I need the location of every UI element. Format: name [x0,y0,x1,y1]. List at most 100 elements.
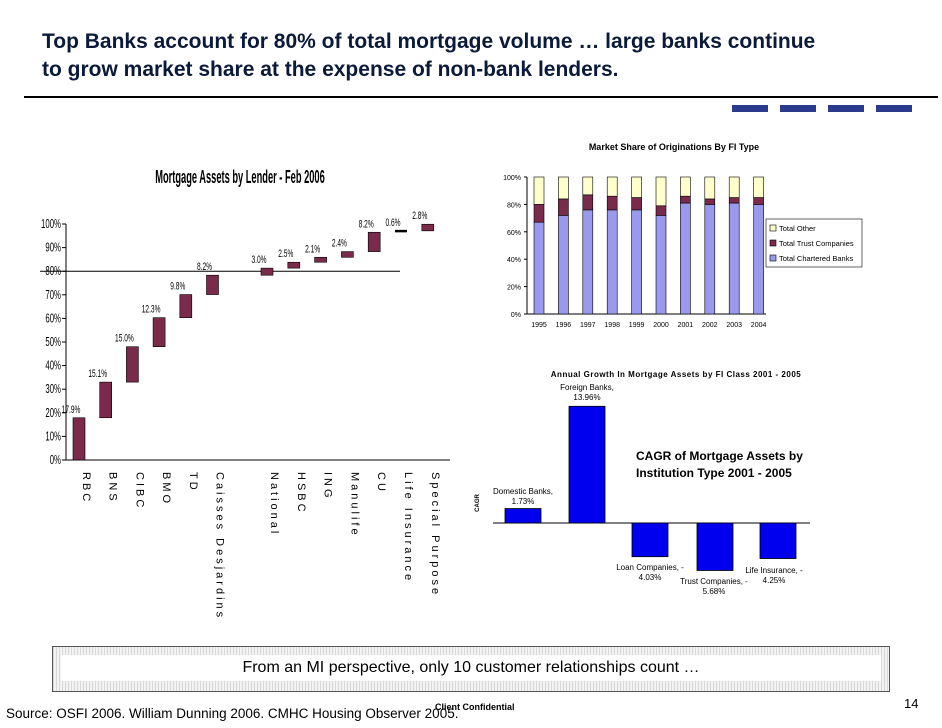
waterfall-value-label: 8.2% [359,218,374,230]
waterfall-value-label: 17.9% [62,403,81,415]
stacked-bar-segment [680,176,691,197]
stacked-bar-segment [704,204,716,315]
stacked-title: Market Share of Originations By FI Type [589,142,759,152]
waterfall-bar [314,256,327,263]
cagr-value-label: 13.96% [573,393,600,402]
waterfall-value-label: 2.1% [305,243,320,255]
waterfall-category-label: BMO [160,472,172,506]
waterfall-bar [99,381,112,419]
stacked-legend-label: Total Other [779,224,816,233]
waterfall-category-label: Manulife [348,472,360,538]
stacked-bar-segment [582,209,594,315]
waterfall-bar [126,346,139,383]
waterfall-y-tick-label: 60% [45,311,61,326]
cagr-value-label: 4.25% [763,576,786,585]
stacked-bar-segment [704,176,716,200]
stacked-x-tick-label: 1999 [629,322,645,329]
stacked-legend-label: Total Trust Companies [779,239,854,248]
waterfall-category-label: CIBC [133,472,145,510]
stacked-bar-segment [680,195,691,204]
stacked-y-tick-label: 60% [507,230,521,237]
stacked-legend-swatch [769,254,777,262]
stacked-x-tick-label: 2003 [726,322,742,329]
waterfall-bar [287,261,301,269]
stacked-bar-segment [753,176,764,198]
waterfall-category-label: BNS [107,472,119,504]
cagr-bar [759,522,797,559]
takeaway-banner: From an MI perspective, only 10 customer… [52,646,890,692]
waterfall-value-label: 2.8% [412,210,427,222]
stacked-bar-segment [533,176,545,205]
waterfall-bar [260,267,274,276]
stacked-bar-segment [728,176,740,198]
stacked-bar-segment [704,198,716,205]
waterfall-bar [179,294,193,318]
stacked-x-tick-label: 1997 [580,322,596,329]
stacked-bar-segment [631,197,642,211]
waterfall-category-label: CU [375,472,387,494]
waterfall-value-label: 8.2% [197,261,212,273]
cagr-annotation-line1: CAGR of Mortgage Assets by [636,449,803,463]
waterfall-y-tick-label: 50% [45,335,61,350]
cagr-value-label: Domestic Banks, [493,487,553,496]
waterfall-title: Mortgage Assets by Lender - Feb 2006 [155,168,324,188]
stacked-x-tick-label: 2004 [751,322,767,329]
stacked-y-tick-label: 0% [511,312,521,319]
stacked-bar-segment [606,176,618,197]
cagr-value-label: Loan Companies, - [616,563,684,572]
waterfall-category-label: Life Insurance [402,472,414,583]
waterfall-y-tick-label: 30% [45,382,61,397]
cagr-value-label: 1.73% [512,497,535,506]
cagr-bar [504,508,542,524]
stacked-bar-segment [631,176,642,198]
waterfall-category-label: National [268,472,280,536]
stacked-x-tick-label: 1996 [556,322,572,329]
stacked-x-tick-label: 2001 [678,322,694,329]
waterfall-category-label: ING [322,472,334,501]
waterfall-y-tick-label: 20% [45,406,61,421]
waterfall-y-tick-label: 0% [50,453,62,468]
cagr-title: Annual Growth In Mortgage Assets by FI C… [551,370,801,379]
waterfall-y-tick-label: 100% [41,217,61,232]
stacked-y-tick-label: 80% [507,202,521,209]
stacked-x-tick-label: 1998 [604,322,620,329]
stacked-bar-segment [728,197,740,204]
stacked-bar-segment [655,215,667,315]
waterfall-bar [341,251,354,258]
stacked-legend-swatch [769,224,777,232]
waterfall-category-label: RBC [80,472,92,504]
stacked-y-tick-label: 100% [503,175,521,182]
stacked-legend-box [765,218,863,268]
stacked-bar-segment [558,215,569,315]
waterfall-value-label: 9.8% [170,280,185,292]
stacked-bar-segment [631,209,642,315]
cagr-bar [631,522,669,558]
stacked-bar-segment [680,202,691,315]
waterfall-category-label: Caisses Desjardins [214,472,226,620]
deco-dash-3 [828,105,864,112]
waterfall-category-label: Special Purpose [429,472,441,597]
cagr-value-label: Trust Companies, - [680,577,748,586]
cagr-value-label: Life Insurance, - [745,566,803,575]
confidential-label: Client Confidential [435,702,515,712]
cagr-chart: Annual Growth In Mortgage Assets by FI C… [475,370,810,596]
cagr-bar [568,405,606,524]
page-number: 14 [904,696,919,711]
stacked-x-tick-label: 2002 [702,322,718,329]
banner-inner: From an MI perspective, only 10 customer… [61,655,881,681]
stacked-x-tick-label: 2000 [653,322,669,329]
waterfall-value-label: 2.5% [278,248,293,260]
deco-dash-1 [732,105,768,112]
stacked-bar-segment [533,221,545,315]
stacked-bar-segment [582,176,594,196]
waterfall-category-label: HSBC [295,472,307,515]
cagr-value-label: Foreign Banks, [560,383,614,392]
cagr-y-label: CAGR [475,494,481,512]
waterfall-value-label: 15.0% [115,332,134,344]
deco-dash-2 [780,105,816,112]
deco-dash-4 [876,105,912,112]
waterfall-bar [72,417,86,461]
cagr-bar [696,522,734,571]
waterfall-value-label: 12.3% [142,303,161,315]
slide-title: Top Banks account for 80% of total mortg… [42,28,922,84]
